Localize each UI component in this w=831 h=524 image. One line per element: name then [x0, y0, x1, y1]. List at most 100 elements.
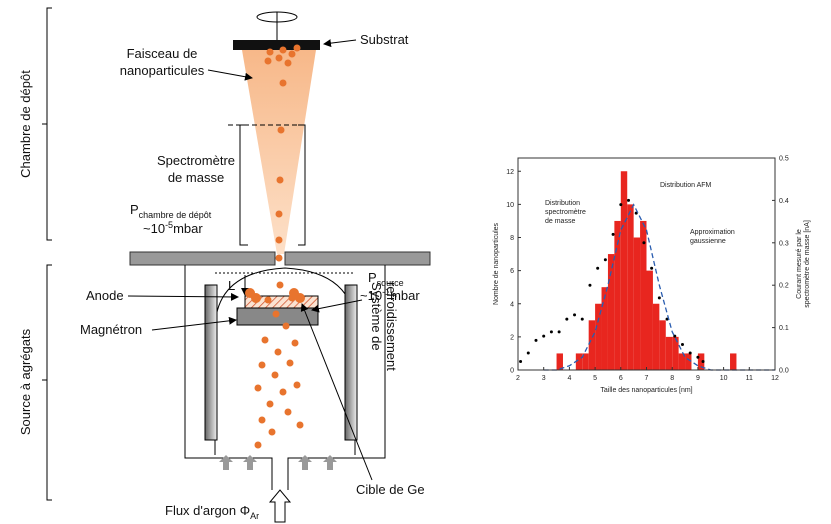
unit: mbar	[173, 221, 203, 236]
point	[701, 360, 705, 364]
series-label: Distribution	[545, 200, 580, 207]
unit: mbar	[390, 288, 420, 303]
particle	[279, 46, 287, 54]
series-label: de masse	[545, 218, 575, 225]
point	[673, 334, 677, 338]
particle	[277, 126, 285, 134]
gas-arrow	[323, 455, 337, 470]
particle	[258, 361, 266, 369]
particle	[272, 310, 280, 318]
point	[603, 258, 607, 262]
substrate	[233, 40, 320, 50]
point	[688, 351, 692, 355]
particle	[275, 236, 283, 244]
particle	[279, 79, 287, 87]
gas-arrow	[243, 455, 257, 470]
subscript: chambre de dépôt	[139, 210, 212, 220]
line: Spectromètre	[157, 153, 235, 168]
bar	[582, 353, 589, 370]
bar	[627, 204, 634, 370]
point	[588, 283, 592, 287]
particle	[268, 428, 276, 436]
point	[542, 334, 546, 338]
particle	[295, 293, 305, 303]
series-label: spectromètre	[545, 209, 586, 216]
particle	[276, 176, 284, 184]
x-tick-label: 7	[645, 375, 649, 382]
point	[596, 266, 600, 270]
subscript: source	[377, 278, 404, 288]
bar	[640, 220, 647, 370]
series-label: Distribution AFM	[660, 182, 712, 189]
label: Cible de Ge	[356, 482, 425, 497]
y2-tick-label: 0.0	[779, 368, 789, 375]
arrow	[323, 39, 357, 48]
point	[611, 232, 615, 236]
particle	[284, 408, 292, 416]
label: Faisceau de nanoparticules	[120, 46, 205, 78]
arrow	[207, 69, 253, 81]
particle	[275, 210, 283, 218]
cooling	[344, 284, 358, 441]
point	[627, 198, 631, 202]
series-label: Approximation	[690, 229, 735, 236]
point	[565, 317, 569, 321]
particle	[279, 388, 287, 396]
particle	[276, 281, 284, 289]
arrow	[300, 303, 373, 481]
pressure: ~10-1mbar	[360, 287, 420, 303]
y-axis-label: Nombre de nanoparticules	[493, 222, 500, 305]
y2-axis-label: spectromètre de masse [nA]	[804, 220, 811, 308]
bar	[607, 254, 615, 370]
gas-arrow	[298, 455, 312, 470]
symbol: P	[368, 270, 377, 285]
label: Substrat	[360, 32, 409, 47]
subscript: Ar	[250, 511, 259, 521]
y2-axis-label: Courant mesuré par le	[796, 229, 803, 299]
x-tick-label: 3	[542, 375, 546, 382]
particle	[258, 416, 266, 424]
value: ~10	[143, 221, 165, 236]
particle	[284, 59, 292, 67]
y2-tick-label: 0.4	[779, 198, 789, 205]
series-label: gaussienne	[690, 238, 726, 245]
particle	[254, 384, 262, 392]
point	[580, 317, 584, 321]
particle	[266, 400, 274, 408]
y-tick-label: 0	[510, 368, 514, 375]
diagram: Chambre de dépôt Source à agrégats Subst…	[18, 7, 431, 523]
label: L	[228, 278, 235, 293]
particle	[275, 54, 283, 62]
chart: 2 3 4 5 6 7 8 9 10 11 120246810120.00.10.20.30.40.…	[493, 156, 811, 395]
y-tick-label: 8	[510, 235, 514, 242]
cooling	[204, 284, 218, 441]
bar	[601, 287, 608, 370]
bracket	[42, 264, 52, 501]
side-label: Source à agrégats	[18, 328, 33, 435]
y-tick-label: 4	[510, 301, 514, 308]
bar	[646, 270, 653, 370]
particle	[266, 48, 274, 56]
x-tick-label: 8	[670, 375, 674, 382]
particle	[274, 348, 282, 356]
bracket	[42, 7, 52, 241]
point	[665, 317, 669, 321]
particle	[271, 371, 279, 379]
text: Flux d'argon Φ	[165, 503, 250, 518]
particle	[264, 57, 272, 65]
bar	[620, 171, 628, 370]
y2-tick-label: 0.3	[779, 240, 789, 247]
x-tick-label: 10	[720, 375, 728, 382]
x-tick-label: 11	[746, 375, 753, 382]
arrow	[151, 316, 237, 331]
label: Spectromètre de masse	[157, 153, 235, 185]
plate	[129, 251, 431, 266]
point	[696, 355, 700, 359]
point	[650, 266, 654, 270]
symbol: P	[130, 202, 139, 217]
argon-arrow	[268, 489, 292, 523]
particle	[291, 339, 299, 347]
particle	[251, 293, 261, 303]
